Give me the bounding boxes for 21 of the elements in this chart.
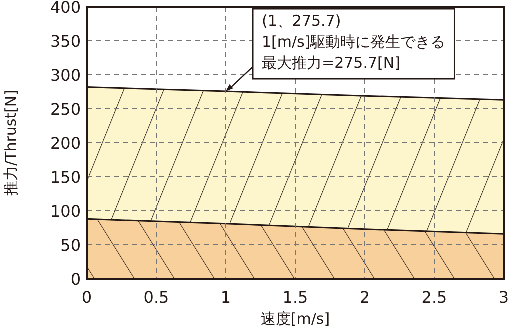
y-tick-label: 150	[50, 168, 81, 187]
annotation: 1[m/s]駆動時に発生できる	[262, 33, 446, 51]
y-axis-title: 推力/Thrust[N]	[2, 90, 20, 196]
y-tick-label: 100	[50, 202, 81, 221]
y-tick-label: 300	[50, 66, 81, 85]
x-tick-label: 0.5	[144, 288, 170, 307]
x-tick-label: 3	[498, 288, 509, 307]
y-tick-label: 400	[50, 0, 81, 17]
annotation: 最大推力=275.7[N]	[262, 54, 400, 72]
x-tick-label: 2	[360, 288, 370, 307]
y-tick-label: 0	[70, 270, 81, 289]
y-tick-label: 50	[60, 236, 81, 255]
x-tick-label: 2.5	[422, 288, 448, 307]
x-tick-label: 1	[220, 288, 232, 307]
y-tick-label: 350	[50, 32, 81, 51]
x-tick-label: 0	[82, 288, 92, 307]
x-axis-title: 速度[m/s]	[260, 310, 330, 328]
x-tick-label: 1.5	[282, 288, 308, 307]
annotation: (1、275.7)	[262, 12, 342, 30]
y-tick-label: 250	[50, 100, 81, 119]
y-tick-label: 200	[50, 134, 81, 153]
